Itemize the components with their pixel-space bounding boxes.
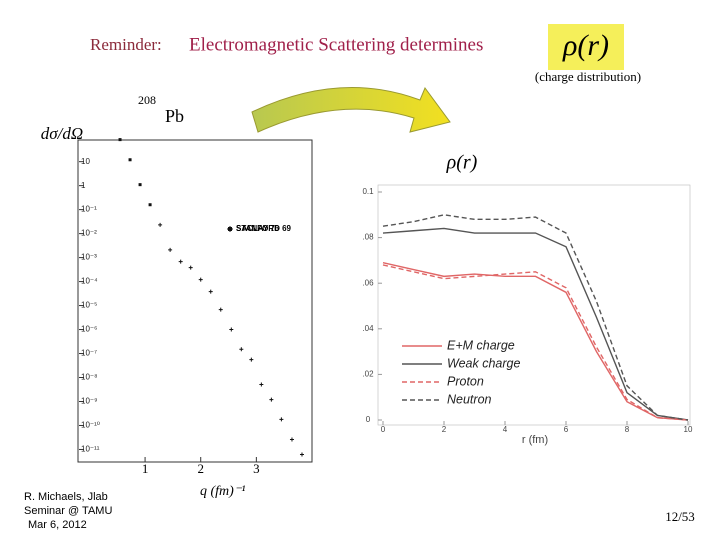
element: Pb bbox=[165, 106, 184, 126]
legend-label: Weak charge bbox=[447, 356, 520, 370]
x-tick-label: 10 bbox=[684, 425, 693, 434]
x-tick-label: 2 bbox=[442, 425, 447, 434]
author-line: Mar 6, 2012 bbox=[28, 519, 87, 531]
data-point bbox=[279, 417, 284, 422]
x-tick-label: 4 bbox=[503, 425, 508, 434]
y-tick-label: 10⁻⁴ bbox=[81, 277, 98, 286]
y-tick-label: .08 bbox=[362, 233, 374, 242]
y-tick-label: 10⁻¹⁰ bbox=[81, 421, 100, 430]
y-tick-label: 10⁻¹ bbox=[81, 205, 97, 214]
y-tick-label: 10⁻¹¹ bbox=[81, 445, 100, 454]
y-tick-label: 10⁻⁷ bbox=[81, 349, 97, 358]
rho-formula: ρ(r) bbox=[562, 29, 609, 62]
data-line bbox=[382, 264, 689, 421]
x-tick-label: 8 bbox=[625, 425, 630, 434]
heading: Electromagnetic Scattering determines bbox=[189, 34, 483, 55]
x-tick-label: 3 bbox=[253, 461, 260, 476]
author-line: R. Michaels, Jlab bbox=[24, 491, 108, 503]
data-point bbox=[178, 259, 183, 264]
y-tick-label: 0.1 bbox=[362, 187, 374, 196]
arrow bbox=[251, 86, 451, 133]
y-tick-label: 10⁻⁸ bbox=[81, 373, 98, 382]
data-point bbox=[249, 357, 254, 362]
x-tick-label: 2 bbox=[197, 461, 204, 476]
y-tick-label: 10⁻⁶ bbox=[81, 325, 97, 334]
y-tick-label: 10⁻⁹ bbox=[81, 397, 98, 406]
y-tick-label: 10 bbox=[81, 157, 90, 166]
y-tick-label: .06 bbox=[362, 278, 374, 287]
legend-label: STANFORD 69 bbox=[236, 224, 292, 233]
data-line bbox=[382, 214, 689, 421]
data-point bbox=[208, 289, 213, 294]
data-point bbox=[158, 222, 163, 227]
legend-label: SACLAY 76 bbox=[236, 224, 280, 233]
data-point bbox=[128, 158, 132, 162]
data-point bbox=[218, 307, 223, 312]
data-line bbox=[382, 227, 689, 421]
y-tick-label: 10⁻⁵ bbox=[81, 301, 97, 310]
x-tick-label: 0 bbox=[381, 425, 386, 434]
y-tick-label: 10⁻³ bbox=[81, 253, 97, 262]
data-point bbox=[138, 183, 142, 187]
data-point bbox=[299, 452, 304, 457]
data-point bbox=[289, 437, 294, 442]
x-tick-label: 1 bbox=[142, 461, 149, 476]
plot-frame bbox=[77, 139, 313, 463]
reminder: Reminder: bbox=[90, 35, 162, 54]
legend-label: Neutron bbox=[447, 392, 492, 406]
x-axis-label: q (fm)⁻¹ bbox=[200, 484, 245, 499]
x-tick-label: 6 bbox=[564, 425, 569, 434]
y-tick-label: 0 bbox=[366, 415, 371, 424]
data-point bbox=[259, 382, 264, 387]
data-point bbox=[198, 277, 203, 282]
data-line bbox=[382, 261, 689, 421]
legend-marker bbox=[227, 226, 233, 232]
data-point bbox=[118, 138, 122, 142]
legend-label: Proton bbox=[447, 374, 484, 388]
data-point bbox=[168, 247, 173, 252]
y-tick-label: .04 bbox=[362, 324, 374, 333]
note: (charge distribution) bbox=[535, 69, 641, 84]
data-point bbox=[229, 327, 234, 332]
x-axis-label: r (fm) bbox=[522, 434, 548, 446]
mass-number: 208 bbox=[138, 93, 156, 107]
legend-label: E+M charge bbox=[447, 338, 515, 352]
data-point bbox=[239, 347, 244, 352]
y-tick-label: 1 bbox=[81, 181, 86, 190]
y-tick-label: 10⁻² bbox=[81, 229, 97, 238]
data-point bbox=[269, 397, 274, 402]
plot-frame bbox=[377, 184, 691, 426]
data-point bbox=[188, 265, 193, 270]
page-number: 12/53 bbox=[665, 509, 695, 524]
rho-label: ρ(r) bbox=[446, 152, 478, 174]
author-line: Seminar @ TAMU bbox=[24, 505, 112, 517]
data-point bbox=[148, 203, 152, 207]
rho-box bbox=[548, 24, 624, 70]
y-tick-label: .02 bbox=[362, 370, 374, 379]
y-axis-label: dσ/dΩ bbox=[41, 124, 83, 143]
